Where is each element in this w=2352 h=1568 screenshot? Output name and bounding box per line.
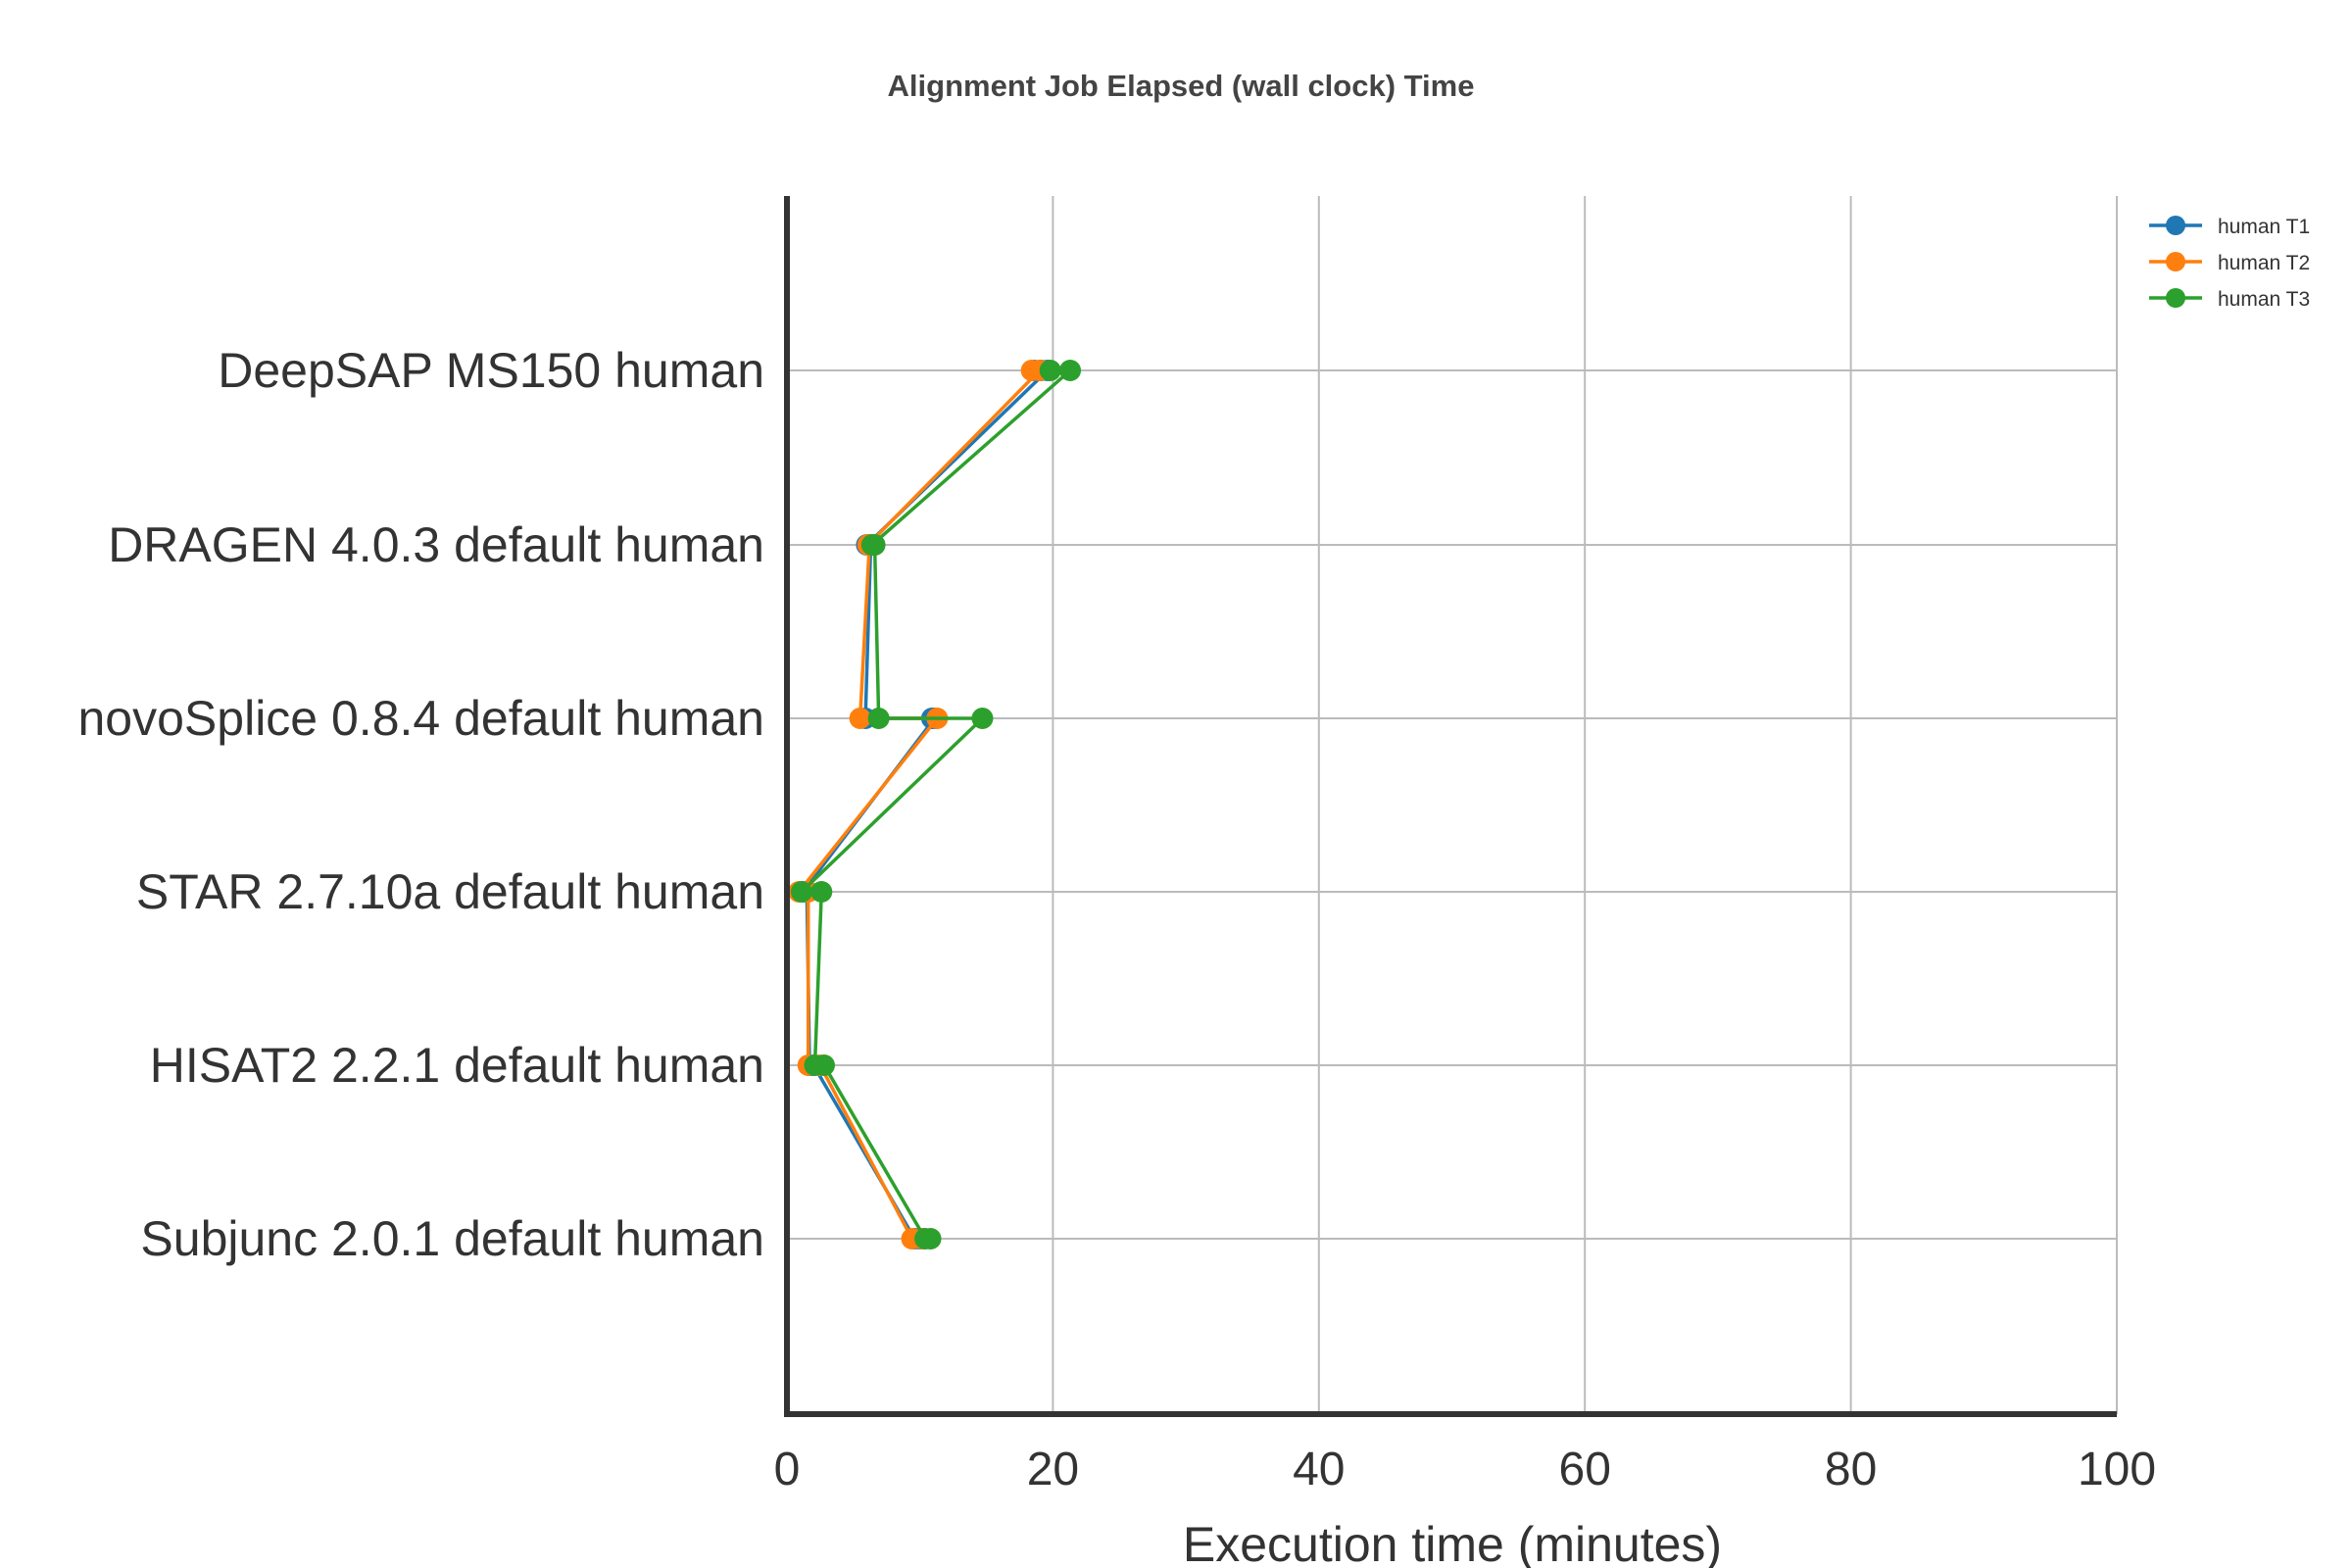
legend-swatch-marker <box>2166 252 2185 271</box>
series-2 <box>788 360 1051 1250</box>
y-category-label: STAR 2.7.10a default human <box>136 864 764 919</box>
y-category-label: DeepSAP MS150 human <box>218 343 764 398</box>
legend-item: human T1 <box>2149 216 2310 238</box>
y-category-label: HISAT2 2.2.1 default human <box>150 1038 764 1093</box>
grid <box>787 196 2118 1414</box>
y-axis-category-labels: DeepSAP MS150 human DRAGEN 4.0.3 default … <box>78 343 765 1266</box>
series-line <box>795 368 1045 1241</box>
x-axis-title: Execution time (minutes) <box>1183 1517 1722 1568</box>
legend-label: human T1 <box>2218 216 2310 238</box>
x-tick-label: 20 <box>1027 1444 1079 1495</box>
x-tick-label: 80 <box>1825 1444 1877 1495</box>
y-category-label: DRAGEN 4.0.3 default human <box>108 517 764 572</box>
x-axis-tick-labels: 0 20 40 60 80 100 <box>774 1444 2156 1495</box>
data-point <box>971 708 994 729</box>
data-point <box>849 708 871 729</box>
legend-swatch-marker <box>2166 216 2185 235</box>
data-point <box>1039 360 1061 381</box>
x-tick-label: 60 <box>1559 1444 1611 1495</box>
legend-item: human T2 <box>2149 252 2310 274</box>
x-tick-label: 40 <box>1293 1444 1345 1495</box>
series-line <box>799 368 1053 1241</box>
data-point <box>812 1054 835 1076</box>
legend-label: human T2 <box>2218 252 2310 274</box>
legend-item: human T3 <box>2149 288 2310 311</box>
data-point <box>1059 360 1082 381</box>
data-point <box>810 881 833 903</box>
data-point <box>863 534 886 556</box>
data-point <box>919 1228 942 1250</box>
y-category-label: Subjunc 2.0.1 default human <box>140 1211 764 1266</box>
x-tick-label: 100 <box>2078 1444 2156 1495</box>
legend: human T1 human T2 human T3 <box>2149 216 2310 311</box>
series-group <box>788 360 1082 1250</box>
chart-title: Alignment Job Elapsed (wall clock) Time <box>888 69 1475 103</box>
y-category-label: novoSplice 0.8.4 default human <box>78 691 765 746</box>
data-point <box>867 708 890 729</box>
x-tick-label: 0 <box>774 1444 801 1495</box>
axes <box>784 196 2117 1417</box>
legend-label: human T3 <box>2218 288 2310 311</box>
legend-swatch-marker <box>2166 288 2185 308</box>
data-point <box>790 881 812 903</box>
series-3 <box>790 360 1082 1250</box>
series-line <box>797 368 1075 1241</box>
series-1 <box>792 360 1058 1250</box>
